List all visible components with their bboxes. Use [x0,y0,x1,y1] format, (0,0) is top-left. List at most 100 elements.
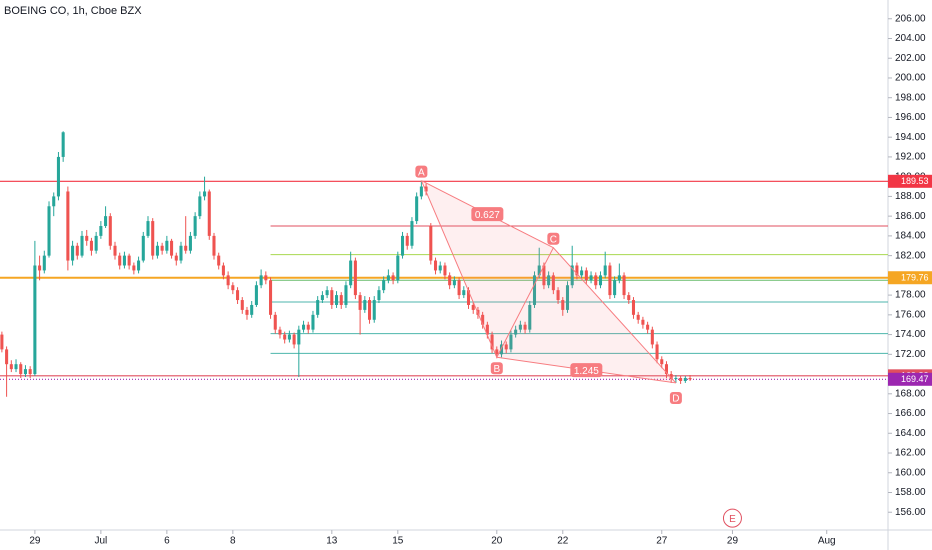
candle-body [617,275,621,281]
candle-body [108,216,112,246]
y-tick-label: 176.00 [895,309,926,320]
candle-body [349,260,353,286]
candle-body [198,196,202,217]
candle-body [462,290,466,296]
candle-body [367,300,372,320]
pattern-point-label: D [672,394,679,405]
candle-body [358,295,362,310]
candle-body [382,280,386,291]
candle-body [38,265,42,271]
candle-body [570,265,574,286]
candle-body [580,270,584,276]
pattern-point-label: B [493,364,500,375]
candle-body [598,275,603,286]
x-tick-label: 27 [656,536,668,547]
candle-body [42,255,46,271]
candle-body [61,132,65,157]
candle-body [396,255,400,281]
candle-body [221,265,225,276]
candle-body [636,314,640,320]
ratio-box [570,363,603,378]
candle-body [306,324,310,330]
candle-body [377,290,381,301]
candle-body [514,329,518,335]
candle-body [33,265,37,375]
y-tick-label: 182.00 [895,250,926,261]
pattern-point-box [547,232,560,245]
candle-body [490,334,494,350]
y-tick-label: 184.00 [895,231,926,242]
candle-body [613,280,617,296]
x-tick-label: 22 [557,536,569,547]
candle-body [127,255,131,266]
candle-body [151,221,155,256]
marker-circle [722,508,742,528]
candle-body [372,300,376,320]
candle-body [47,206,51,256]
candle-body [203,191,207,197]
candle-body [551,275,555,291]
y-tick-label: 192.00 [895,152,926,163]
candle-body [212,235,216,256]
y-tick-label: 202.00 [895,53,926,64]
candle-body [664,364,669,375]
candle-body [429,226,433,261]
x-tick-label: 29 [727,536,739,547]
candle-body [320,295,324,301]
candle-body [330,290,334,305]
candle-body [160,245,164,251]
candle-body [660,359,664,365]
candle-body [250,304,254,315]
y-tick-label: 188.00 [895,191,926,202]
candle-body [509,334,513,350]
chart-title: BOEING CO, 1h, Cboe BZX [4,5,142,17]
candle-body [174,255,178,261]
candle-body [165,240,169,251]
candle-body [122,255,126,266]
marker-label: E [729,514,736,525]
ratio-box [471,207,504,222]
pattern-fill [421,180,554,358]
candle-body [23,369,27,375]
candle-body [226,275,230,286]
candle-body [622,275,626,296]
candle-body [386,275,390,281]
pattern-point-box [669,391,682,404]
candle-body [344,285,348,305]
candle-body [28,369,32,375]
candle-body [283,334,287,340]
candle-body [0,334,4,350]
candle-body [14,364,18,370]
candle-body [584,270,588,281]
candle-body [650,329,654,345]
candle-body [89,240,93,251]
y-tick-label: 156.00 [895,507,926,518]
y-tick-label: 158.00 [895,487,926,498]
candle-body [56,156,60,197]
y-tick-label: 174.00 [895,329,926,340]
y-tick-label: 206.00 [895,13,926,24]
candle-body [433,260,438,271]
candle-body [400,235,405,256]
candle-body [85,235,89,241]
candle-body [52,196,56,207]
candle-body [335,295,339,305]
candle-body [254,285,258,305]
candle-body [19,364,23,375]
candle-body [532,275,537,305]
candle-body [594,275,598,286]
candle-body [287,334,291,340]
candle-body [523,324,527,330]
y-tick-label: 198.00 [895,92,926,103]
candle-body [419,186,423,197]
candle-body [99,226,103,236]
candle-body [316,300,320,315]
candle-body [155,245,159,256]
candle-body [518,324,522,330]
candle-body [5,349,9,365]
candle-body [217,255,221,266]
x-tick-label: 20 [491,536,503,547]
candle-body [415,196,419,222]
candle-body [443,265,447,276]
